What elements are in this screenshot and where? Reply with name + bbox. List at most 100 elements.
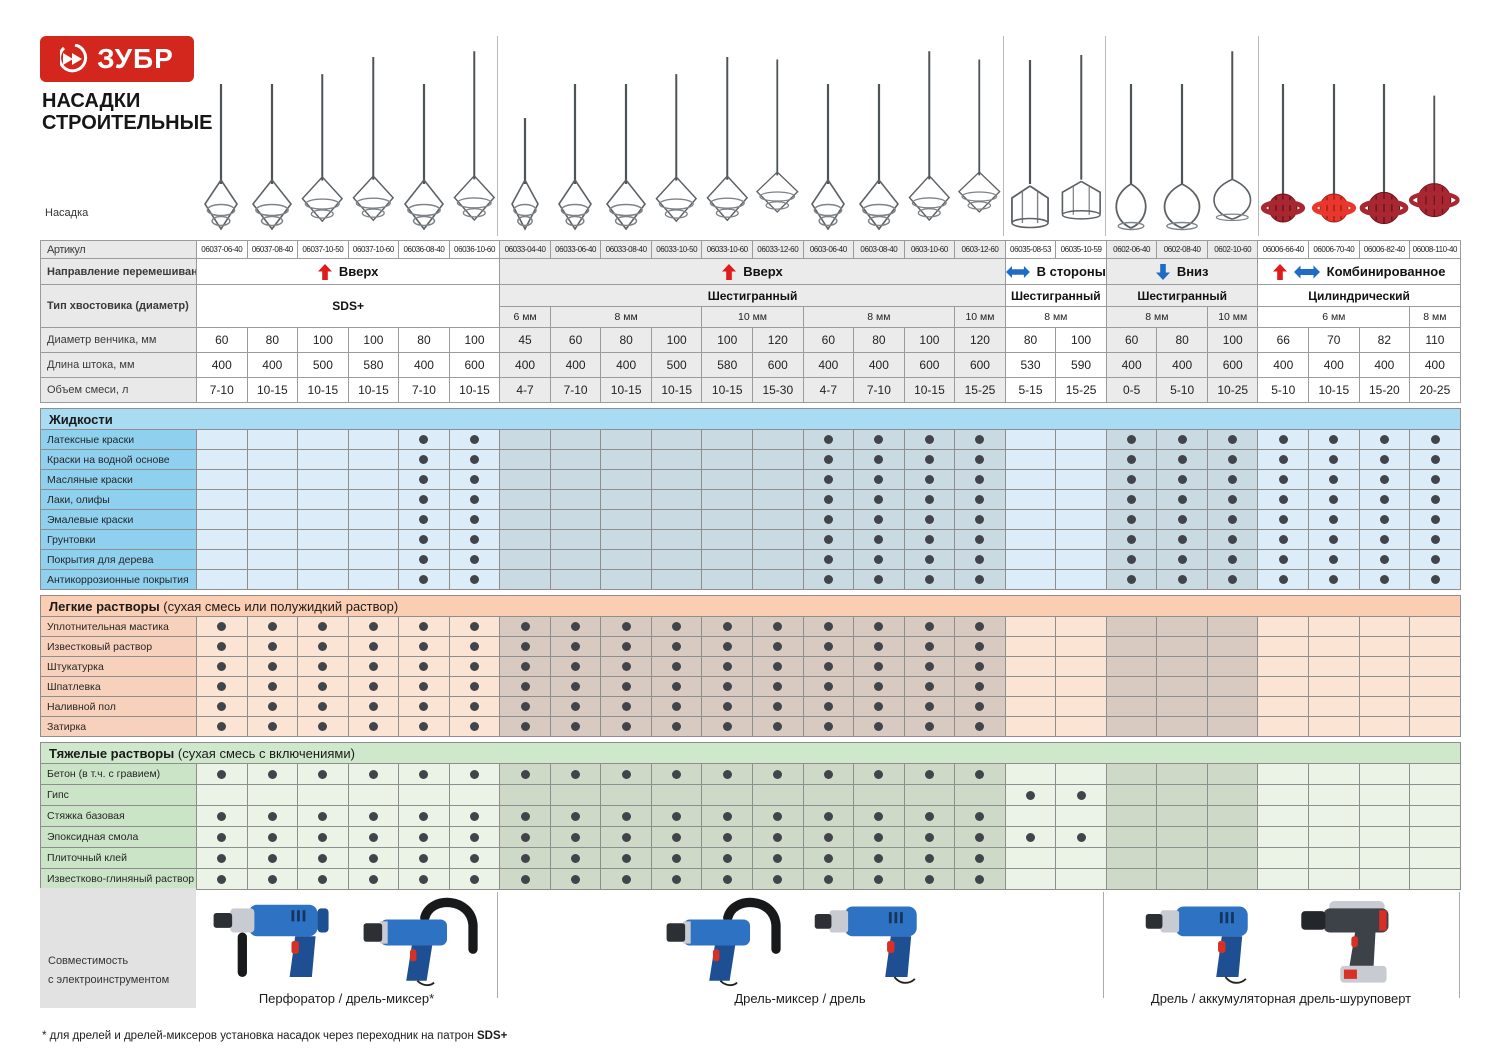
matrix-cell — [1409, 696, 1461, 717]
shank-size-cell: 8 мм — [1004, 306, 1107, 328]
shank-size-cell: 10 мм — [701, 306, 804, 328]
matrix-cell — [1358, 616, 1411, 637]
matrix-cell — [600, 696, 652, 717]
length-cell: 530 — [1004, 352, 1057, 378]
mixer-image — [1258, 82, 1309, 234]
matrix-cell — [802, 676, 855, 697]
dot — [1278, 515, 1288, 524]
matrix-cell — [549, 696, 602, 717]
dot — [419, 435, 429, 444]
volume-cell: 7-10 — [853, 377, 905, 403]
matrix-cell — [1105, 469, 1158, 490]
matrix-cell — [1358, 676, 1411, 697]
diameter-cell: 80 — [246, 327, 299, 353]
article-cell: 06033-10-50 — [650, 240, 703, 259]
tool-images — [196, 888, 497, 990]
mixer-paddle-drawing — [1115, 84, 1147, 231]
matrix-cell — [752, 509, 804, 530]
dot — [924, 682, 934, 691]
dot — [773, 622, 783, 631]
dot — [267, 832, 277, 842]
dot — [470, 495, 479, 504]
row-label: Гипс — [40, 784, 197, 806]
matrix-cell — [297, 763, 349, 785]
dot — [621, 702, 631, 711]
dot — [419, 874, 429, 884]
matrix-cell — [1004, 569, 1057, 590]
matrix-cell — [549, 489, 602, 510]
matrix-cell — [650, 636, 703, 657]
matrix-cell — [903, 489, 956, 510]
matrix-cell — [1409, 784, 1461, 806]
dot — [773, 662, 783, 671]
matrix-cell — [954, 569, 1006, 590]
matrix-cell — [1004, 489, 1057, 510]
matrix-cell — [1257, 616, 1310, 637]
dot — [419, 682, 429, 691]
dot — [975, 495, 985, 504]
volume-cell: 10-15 — [297, 377, 349, 403]
article-cell: 06033-04-40 — [499, 240, 551, 259]
matrix-cell — [549, 676, 602, 697]
matrix-cell — [196, 529, 248, 550]
dot — [520, 811, 530, 821]
matrix-cell — [1105, 696, 1158, 717]
dot — [217, 832, 227, 842]
group-divider — [497, 36, 498, 236]
matrix-row: Масляные краски — [40, 469, 1462, 490]
matrix-cell — [1055, 868, 1107, 890]
brand-name: ЗУБР — [97, 43, 174, 74]
matrix-cell — [1055, 489, 1107, 510]
matrix-cell — [246, 469, 299, 490]
dot — [470, 682, 479, 691]
matrix-cell — [347, 784, 400, 806]
matrix-cell — [1308, 868, 1360, 890]
matrix-cell — [448, 449, 501, 470]
matrix-cell — [1156, 656, 1208, 677]
matrix-cell — [1409, 868, 1461, 890]
matrix-cell — [398, 489, 450, 510]
dot — [621, 811, 631, 821]
dot — [318, 622, 328, 631]
dot — [975, 642, 985, 651]
dot — [470, 832, 479, 842]
mixer-image — [1005, 58, 1056, 234]
matrix-cell — [650, 569, 703, 590]
matrix-cell — [802, 636, 855, 657]
matrix-cell — [954, 676, 1006, 697]
row-label: Краски на водной основе — [40, 449, 197, 470]
matrix-cell — [1105, 847, 1158, 869]
dot — [924, 662, 934, 671]
dot — [1177, 455, 1187, 464]
length-cell: 600 — [752, 352, 804, 378]
matrix-cell — [954, 616, 1006, 637]
matrix-cell — [246, 449, 299, 470]
diameter-cell: 60 — [549, 327, 602, 353]
dot — [874, 769, 884, 779]
dot — [217, 622, 227, 631]
volume-cell: 10-15 — [701, 377, 754, 403]
matrix-cell — [1206, 763, 1259, 785]
matrix-cell — [246, 489, 299, 510]
tool-drill — [1145, 906, 1248, 984]
dot — [722, 682, 732, 691]
dot — [1076, 790, 1086, 800]
dot — [621, 682, 631, 691]
dot — [571, 662, 581, 671]
matrix-cell — [1206, 696, 1259, 717]
shank-size-cell: 6 мм — [499, 306, 551, 328]
row-label: Известково-глиняный раствор — [40, 868, 197, 890]
dot — [1127, 575, 1137, 584]
matrix-cell — [246, 429, 299, 450]
dot — [722, 702, 732, 711]
matrix-cell — [1105, 656, 1158, 677]
matrix-cell — [1257, 489, 1310, 510]
matrix-cell — [1055, 805, 1107, 827]
matrix-cell — [1156, 616, 1208, 637]
article-cell: 06033-10-60 — [701, 240, 754, 259]
dot — [470, 722, 479, 731]
tool-cordless-driver — [1301, 900, 1389, 983]
dot — [217, 662, 227, 671]
arrow-up-icon — [722, 263, 737, 280]
matrix-cell — [196, 469, 248, 490]
